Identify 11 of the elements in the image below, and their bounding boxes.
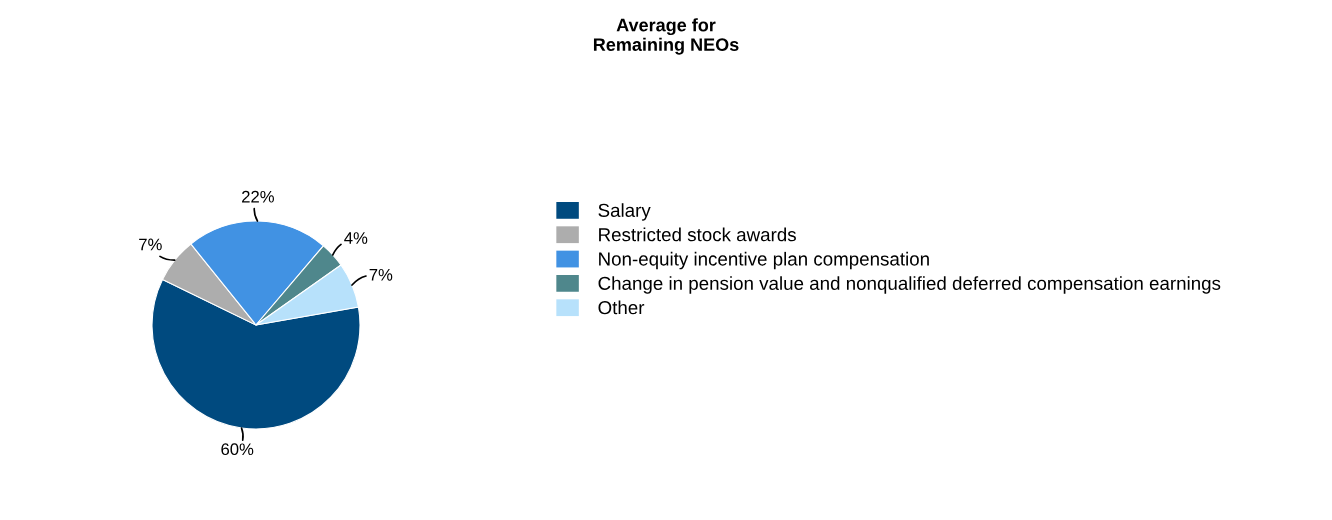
data-label: 60%: [221, 443, 254, 456]
data-label: 4%: [344, 232, 368, 244]
legend-label: Other: [598, 300, 645, 315]
data-label: 22%: [242, 190, 274, 203]
legend-label: Salary: [598, 203, 651, 221]
data-label: 7%: [369, 268, 393, 281]
legend-label: Non-equity incentive plan compensation: [599, 251, 929, 270]
data-label: 7%: [139, 238, 162, 251]
legend-label: Restricted stock awards: [599, 227, 796, 242]
legend-label: Change in pension value and nonqualified deferred compensation earnings: [598, 276, 1221, 294]
chart-title: Average for Remaining NEOs: [593, 18, 739, 55]
